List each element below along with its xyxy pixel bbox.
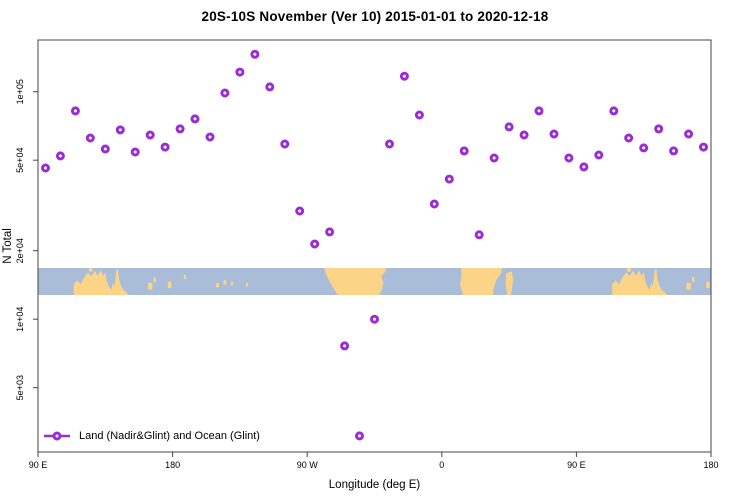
data-point	[355, 431, 364, 441]
y-tick-label: 5e+04	[15, 148, 25, 173]
x-tick-label: 0	[439, 460, 444, 470]
chart-title: 20S-10S November (Ver 10) 2015-01-01 to …	[201, 9, 549, 24]
data-point	[130, 147, 140, 157]
land-island	[686, 282, 691, 290]
land-island-speck	[183, 274, 186, 280]
y-tick-label: 1e+04	[15, 307, 25, 332]
y-axis-label: N Total	[2, 228, 14, 264]
data-point	[340, 341, 350, 351]
land-south-america	[324, 268, 386, 295]
data-point	[220, 88, 230, 98]
land-australia	[612, 269, 667, 295]
data-point	[489, 153, 499, 163]
data-point	[624, 133, 634, 143]
x-tick-label: 90 E	[29, 460, 48, 470]
data-point	[459, 146, 469, 156]
land-africa	[460, 268, 503, 295]
land-madagascar	[505, 271, 514, 295]
data-point	[175, 124, 185, 134]
data-point	[310, 239, 320, 249]
land-island-speck	[216, 282, 219, 288]
data-point	[504, 122, 514, 132]
land-island	[706, 281, 710, 289]
data-point	[549, 129, 559, 139]
legend: Land (Nadir&Glint) and Ocean (Glint)	[42, 429, 260, 443]
data-point	[474, 230, 484, 240]
data-point	[639, 143, 649, 153]
land-island	[691, 276, 695, 283]
data-point	[519, 130, 529, 140]
data-point	[429, 199, 439, 209]
data-point	[190, 114, 200, 124]
data-point	[280, 139, 290, 149]
data-point	[325, 227, 335, 237]
x-axis-label: Longitude (deg E)	[329, 479, 421, 491]
data-point	[70, 106, 80, 116]
data-point	[250, 49, 260, 59]
land-island	[167, 281, 172, 289]
data-point	[100, 144, 110, 154]
data-point	[205, 132, 215, 142]
land-island	[627, 268, 631, 272]
data-point	[534, 106, 544, 116]
land-australia	[73, 269, 129, 295]
y-tick-label: 2e+04	[15, 238, 25, 263]
data-point	[609, 106, 619, 116]
data-point	[399, 71, 409, 81]
data-point	[85, 133, 95, 143]
data-point	[654, 124, 664, 134]
data-point	[579, 162, 589, 172]
land-island	[153, 276, 156, 283]
data-point	[41, 163, 50, 173]
data-point	[115, 125, 125, 135]
map-strip	[38, 268, 711, 295]
land-island	[147, 282, 153, 290]
data-points	[41, 49, 708, 441]
data-point	[684, 129, 694, 139]
data-point	[564, 153, 574, 163]
x-tick-label: 180	[703, 460, 718, 470]
land-island-speck	[223, 280, 227, 285]
data-point	[160, 142, 170, 152]
data-point	[295, 206, 305, 216]
legend-label: Land (Nadir&Glint) and Ocean (Glint)	[79, 430, 260, 442]
x-tick-label: 180	[165, 460, 180, 470]
data-point	[55, 151, 65, 161]
data-point	[669, 146, 679, 156]
data-point	[385, 139, 394, 149]
data-point	[444, 174, 454, 184]
data-point	[594, 150, 604, 160]
data-point	[370, 314, 379, 324]
land-island-speck	[245, 282, 249, 287]
y-tick-label: 5e+03	[15, 375, 25, 400]
land-island-speck	[230, 281, 234, 286]
data-point	[235, 67, 245, 77]
x-tick-label: 90 W	[297, 460, 319, 470]
data-point	[699, 142, 708, 152]
legend-marker-icon	[44, 431, 70, 441]
land-island	[88, 268, 93, 272]
data-point	[145, 130, 155, 140]
data-point	[414, 110, 424, 120]
x-tick-label: 90 E	[567, 460, 586, 470]
plot-box	[37, 39, 712, 453]
data-point	[265, 82, 275, 92]
y-tick-label: 1e+05	[15, 79, 25, 104]
